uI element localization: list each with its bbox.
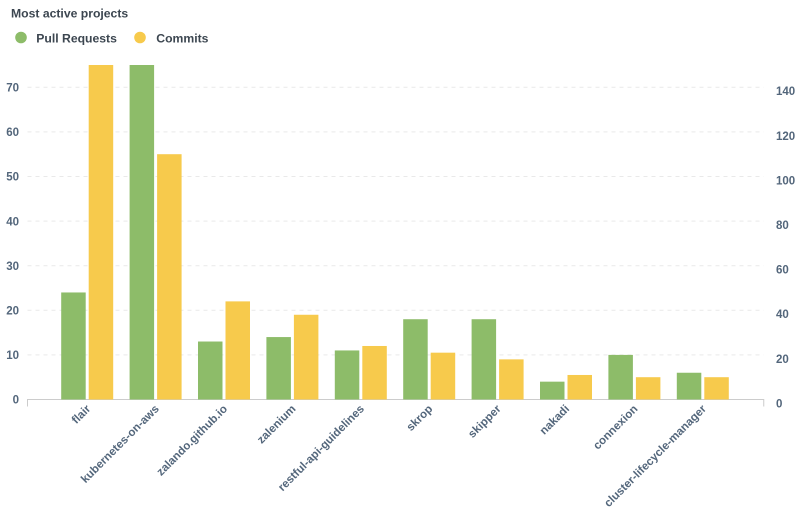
svg-text:80: 80 bbox=[776, 220, 789, 232]
svg-text:30: 30 bbox=[6, 261, 19, 273]
svg-text:20: 20 bbox=[776, 354, 789, 366]
svg-text:100: 100 bbox=[776, 175, 795, 187]
svg-text:60: 60 bbox=[6, 127, 19, 139]
svg-text:0: 0 bbox=[13, 395, 19, 407]
svg-text:Commits: Commits bbox=[156, 31, 208, 45]
svg-text:70: 70 bbox=[6, 83, 19, 95]
svg-text:120: 120 bbox=[776, 131, 795, 143]
svg-text:20: 20 bbox=[6, 306, 19, 318]
svg-text:50: 50 bbox=[6, 172, 19, 184]
svg-text:0: 0 bbox=[776, 398, 782, 410]
svg-text:60: 60 bbox=[776, 265, 789, 277]
svg-text:Most active projects: Most active projects bbox=[11, 7, 128, 21]
svg-text:Pull Requests: Pull Requests bbox=[36, 31, 117, 45]
svg-text:10: 10 bbox=[6, 350, 19, 362]
svg-text:140: 140 bbox=[776, 86, 795, 98]
svg-text:40: 40 bbox=[6, 216, 19, 228]
svg-text:40: 40 bbox=[776, 309, 789, 321]
